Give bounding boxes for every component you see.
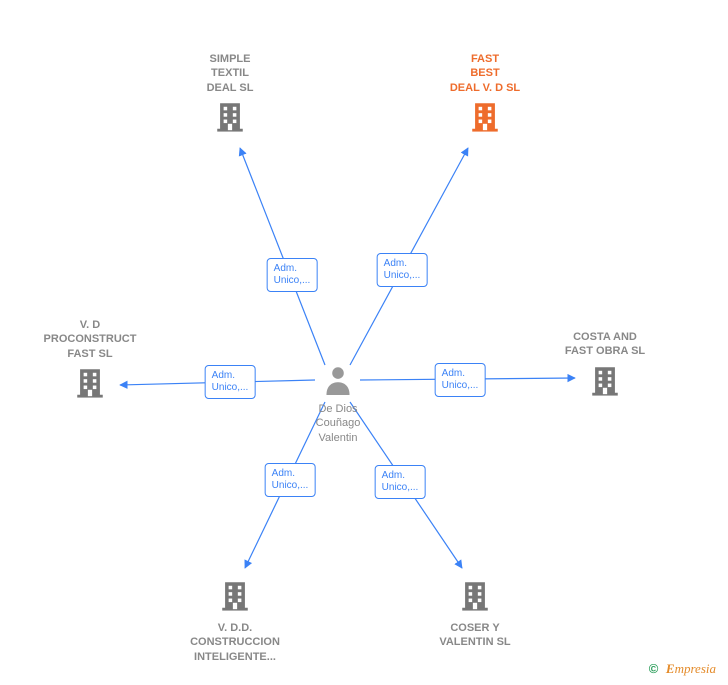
- edge-label: Adm. Unico,...: [377, 253, 428, 287]
- building-icon: [588, 363, 622, 397]
- company-node-proconstruct: V. D PROCONSTRUCT FAST SL: [20, 318, 160, 404]
- building-icon: [458, 578, 492, 612]
- company-label: COSER Y VALENTIN SL: [405, 621, 545, 650]
- company-node-vdd_constr: V. D.D. CONSTRUCCION INTELIGENTE...: [165, 578, 305, 664]
- company-label: V. D.D. CONSTRUCCION INTELIGENTE...: [165, 621, 305, 664]
- watermark: © Empresia: [649, 661, 716, 677]
- building-icon: [73, 365, 107, 399]
- copyright-symbol: ©: [649, 661, 659, 676]
- edge-label: Adm. Unico,...: [267, 258, 318, 292]
- edge-line: [240, 148, 325, 365]
- company-label: FAST BEST DEAL V. D SL: [415, 52, 555, 95]
- edge-label: Adm. Unico,...: [265, 463, 316, 497]
- center-person-label: De Dios Couñago Valentin: [278, 402, 398, 445]
- building-icon: [468, 99, 502, 133]
- company-label: SIMPLE TEXTIL DEAL SL: [160, 52, 300, 95]
- company-node-costa: COSTA AND FAST OBRA SL: [535, 330, 675, 402]
- person-icon: [324, 382, 352, 399]
- company-node-coser: COSER Y VALENTIN SL: [405, 578, 545, 650]
- company-node-simple_textil: SIMPLE TEXTIL DEAL SL: [160, 52, 300, 138]
- company-label: COSTA AND FAST OBRA SL: [535, 330, 675, 359]
- building-icon: [218, 578, 252, 612]
- company-node-fast_best: FAST BEST DEAL V. D SL: [415, 52, 555, 138]
- building-icon: [213, 99, 247, 133]
- center-person-node: De Dios Couñago Valentin: [278, 365, 398, 445]
- edge-label: Adm. Unico,...: [205, 365, 256, 399]
- edge-label: Adm. Unico,...: [375, 465, 426, 499]
- brand-name: Empresia: [666, 661, 716, 676]
- company-label: V. D PROCONSTRUCT FAST SL: [20, 318, 160, 361]
- edge-label: Adm. Unico,...: [435, 363, 486, 397]
